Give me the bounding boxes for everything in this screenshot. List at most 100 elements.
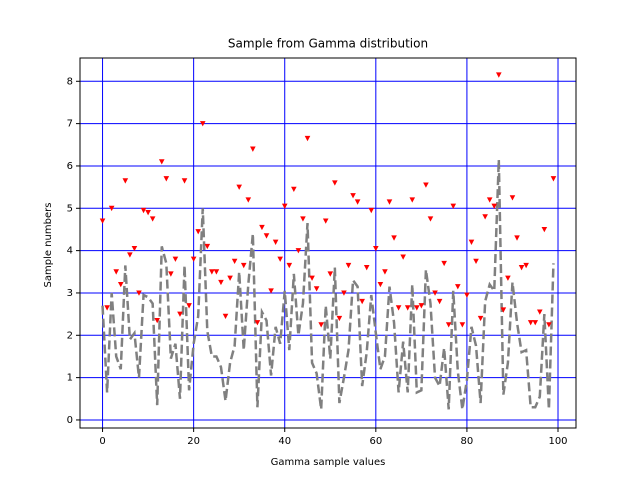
y-tick-label: 2 <box>67 330 73 341</box>
marker <box>186 303 192 309</box>
marker <box>140 207 147 214</box>
marker <box>240 262 247 269</box>
marker <box>158 159 165 165</box>
marker <box>250 146 256 152</box>
marker <box>263 233 270 239</box>
x-tick-label: 40 <box>278 436 291 447</box>
marker <box>514 235 520 241</box>
marker <box>222 313 229 320</box>
marker <box>450 203 457 209</box>
marker <box>231 258 238 265</box>
marker <box>350 193 356 199</box>
marker <box>99 218 106 224</box>
x-tick-label: 20 <box>187 436 200 447</box>
marker <box>195 229 201 235</box>
marker <box>327 271 334 277</box>
x-tick-label: 100 <box>548 436 567 447</box>
marker <box>163 176 170 182</box>
marker <box>386 199 393 205</box>
marker <box>313 286 320 292</box>
marker <box>286 262 293 269</box>
marker <box>432 290 438 296</box>
marker <box>336 315 343 322</box>
marker <box>477 315 484 322</box>
y-axis-label: Sample numbers <box>43 203 54 288</box>
marker <box>532 320 539 326</box>
y-tick-label: 8 <box>67 76 73 87</box>
marker <box>154 317 161 324</box>
marker <box>322 218 329 224</box>
marker <box>113 269 120 275</box>
marker <box>418 303 425 309</box>
marker <box>550 176 557 182</box>
x-tick-label: 0 <box>99 436 105 447</box>
y-tick-label: 6 <box>67 161 73 172</box>
marker <box>190 256 197 262</box>
marker <box>259 224 265 231</box>
marker <box>368 207 375 214</box>
marker <box>145 210 151 216</box>
marker <box>359 298 365 305</box>
marker <box>527 320 534 326</box>
marker <box>523 262 529 269</box>
marker <box>546 322 552 328</box>
y-tick-label: 0 <box>67 415 73 426</box>
marker <box>177 311 183 317</box>
marker <box>131 246 138 252</box>
marker <box>136 290 142 296</box>
marker <box>409 197 416 203</box>
marker <box>500 307 507 313</box>
plot-frame <box>79 57 577 429</box>
marker <box>277 256 283 262</box>
marker <box>254 320 261 326</box>
marker <box>291 186 297 193</box>
marker <box>213 269 220 275</box>
marker <box>518 265 525 271</box>
marker <box>541 226 548 233</box>
marker <box>300 216 306 222</box>
marker <box>482 214 488 220</box>
marker <box>204 243 211 250</box>
marker <box>168 271 174 277</box>
marker <box>281 203 288 209</box>
y-tick-label: 7 <box>67 119 73 130</box>
marker <box>436 298 443 305</box>
marker <box>377 281 384 288</box>
marker <box>268 288 274 294</box>
marker <box>245 197 252 203</box>
y-tick-label: 3 <box>67 288 73 299</box>
marker <box>209 269 215 275</box>
marker <box>295 248 302 254</box>
marker <box>236 184 242 190</box>
marker <box>108 205 115 212</box>
y-tick-label: 1 <box>67 373 73 384</box>
marker <box>391 235 397 241</box>
marker <box>354 199 361 205</box>
marker <box>509 195 516 201</box>
marker <box>127 252 133 258</box>
marker <box>199 121 206 127</box>
marker <box>218 279 224 286</box>
chart-title: Sample from Gamma distribution <box>228 37 428 51</box>
marker <box>404 305 411 311</box>
marker <box>227 275 233 281</box>
marker <box>172 256 179 262</box>
marker <box>486 197 493 203</box>
marker <box>117 281 124 288</box>
marker <box>104 305 110 311</box>
marker <box>455 284 461 290</box>
marker <box>318 322 324 328</box>
marker <box>536 309 543 315</box>
marker <box>149 216 156 222</box>
marker <box>445 322 452 328</box>
marker <box>400 254 406 260</box>
marker <box>272 239 279 245</box>
marker <box>332 180 338 186</box>
marker <box>495 72 502 78</box>
marker <box>382 269 388 275</box>
marker <box>427 216 434 222</box>
marker <box>304 135 311 142</box>
marker <box>122 178 129 184</box>
y-tick-label: 5 <box>67 203 73 214</box>
